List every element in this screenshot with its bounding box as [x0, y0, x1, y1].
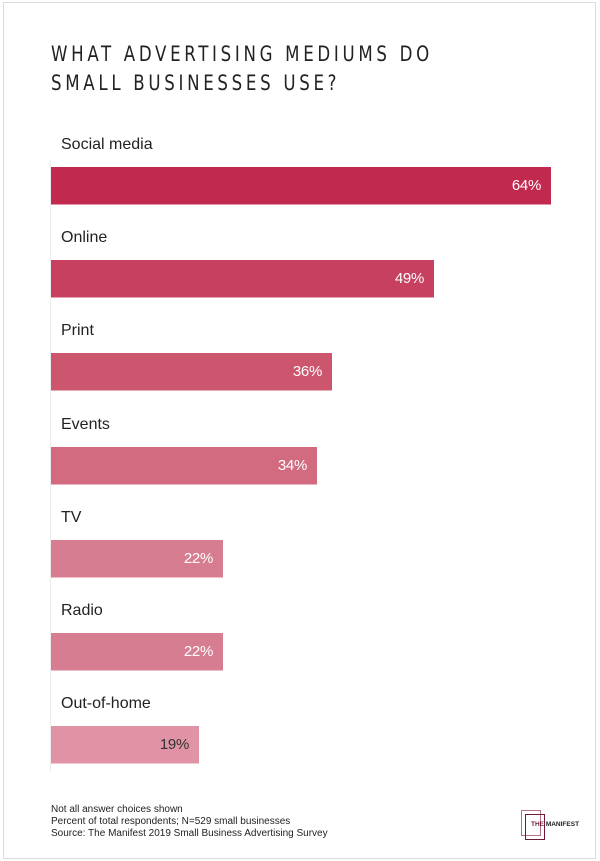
category-axis-line: [50, 160, 51, 772]
category-label: Radio: [61, 602, 103, 619]
category-label: Print: [61, 322, 94, 340]
value-label: 22%: [183, 643, 213, 660]
chart-title: WHAT ADVERTISING MEDIUMS DO SMALL BUSINE…: [51, 40, 433, 98]
footnote: Percent of total respondents; N=529 smal…: [51, 816, 291, 828]
logo-square-back-icon: [521, 810, 541, 836]
value-label: 19%: [159, 736, 189, 754]
category-label: Out-of-home: [61, 695, 151, 713]
footnote: Source: The Manifest 2019 Small Business…: [51, 828, 328, 840]
bar: 36%: [51, 353, 332, 392]
value-label: 34%: [277, 456, 307, 474]
logo-text: THE MANIFEST: [531, 821, 580, 828]
bar: 22%: [51, 633, 223, 671]
logo-square-front-icon: [525, 814, 545, 840]
bar: 22%: [51, 539, 223, 578]
category-label: Online: [61, 229, 108, 247]
category-label: Events: [61, 415, 110, 433]
bar: 34%: [51, 446, 317, 485]
bar: 64%: [51, 167, 551, 205]
value-label: 49%: [394, 270, 424, 288]
footnotes: Not all answer choices shown Percent of …: [51, 804, 328, 841]
title-line-2: SMALL BUSINESSES USE?: [51, 71, 341, 95]
title-line-1: WHAT ADVERTISING MEDIUMS DO: [51, 42, 433, 66]
the-manifest-logo: THE MANIFEST: [521, 810, 581, 842]
category-label: TV: [61, 508, 82, 526]
footnote: Not all answer choices shown: [51, 804, 183, 815]
infographic-card: [3, 2, 596, 859]
bar: 49%: [51, 260, 434, 299]
value-label: 64%: [511, 177, 541, 194]
value-label: 22%: [183, 549, 213, 567]
bar: 19%: [51, 726, 199, 765]
value-label: 36%: [292, 363, 322, 381]
category-label: Social media: [61, 136, 153, 153]
